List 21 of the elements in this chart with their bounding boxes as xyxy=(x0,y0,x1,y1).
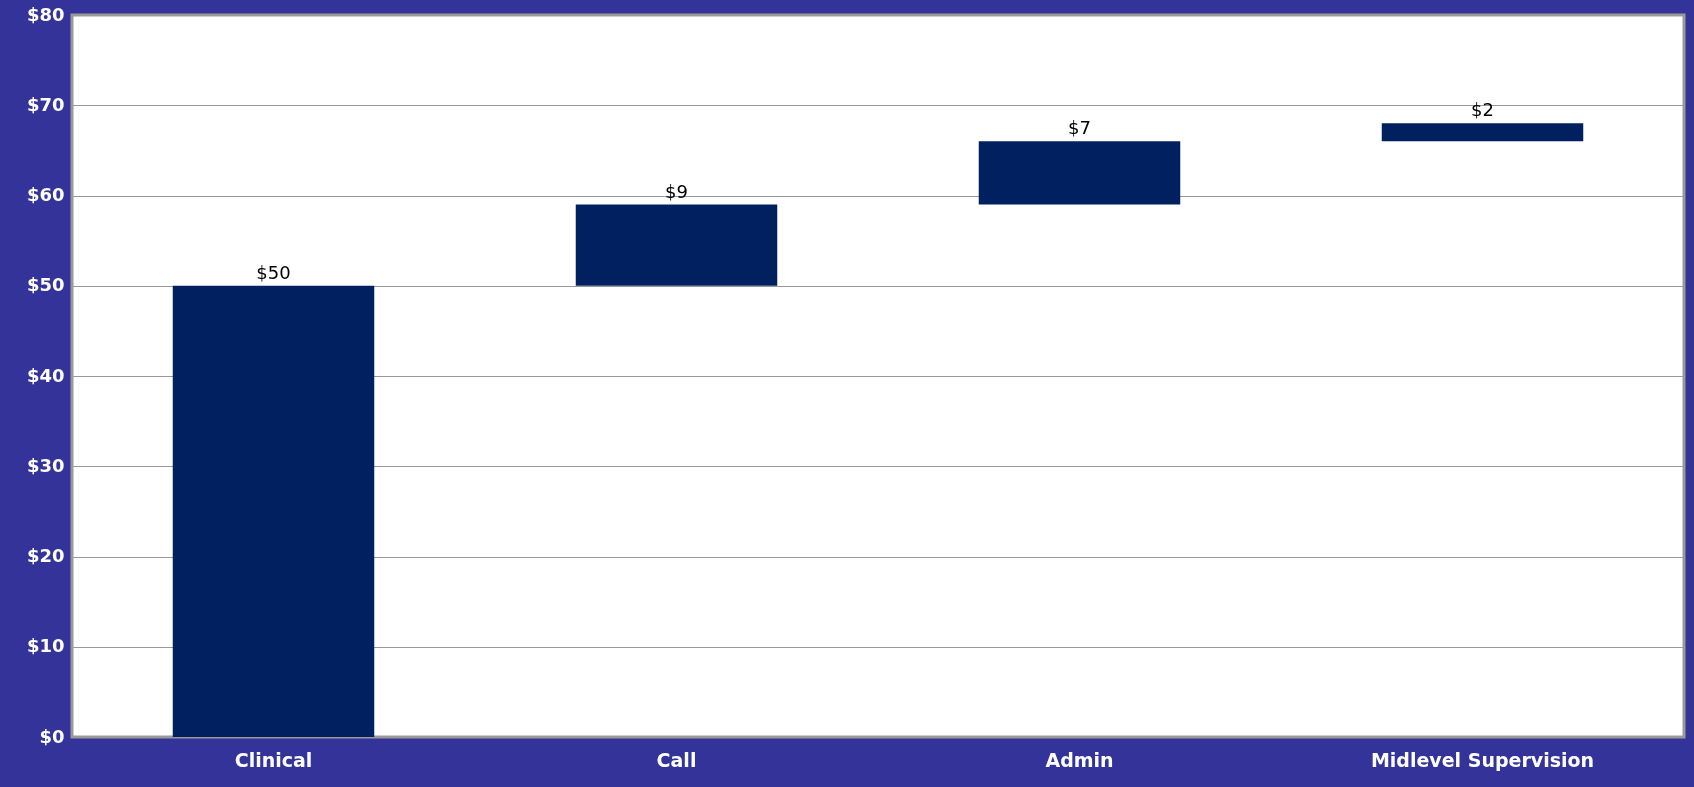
y-tick-label: $20 xyxy=(26,545,65,566)
y-tick-label: $70 xyxy=(26,93,65,115)
y-tick-label: $0 xyxy=(39,725,65,747)
x-tick-label: Admin xyxy=(1045,748,1114,771)
bar xyxy=(1381,123,1584,142)
y-tick-label: $30 xyxy=(26,454,65,476)
x-tick-label: Call xyxy=(656,748,697,771)
y-tick-label: $50 xyxy=(26,274,65,296)
data-label: $7 xyxy=(1068,117,1091,139)
data-label: $9 xyxy=(665,180,688,202)
bar xyxy=(978,141,1181,205)
bar xyxy=(575,204,778,286)
y-tick-label: $10 xyxy=(26,635,65,657)
x-tick-label: Clinical xyxy=(234,748,313,771)
y-tick-label: $40 xyxy=(26,364,65,386)
x-tick-label: Midlevel Supervision xyxy=(1370,748,1595,771)
y-tick-label: $60 xyxy=(26,184,65,205)
y-tick-label: $80 xyxy=(26,3,65,25)
bar xyxy=(172,285,375,737)
data-label: $50 xyxy=(256,261,291,283)
data-label: $2 xyxy=(1471,99,1494,121)
